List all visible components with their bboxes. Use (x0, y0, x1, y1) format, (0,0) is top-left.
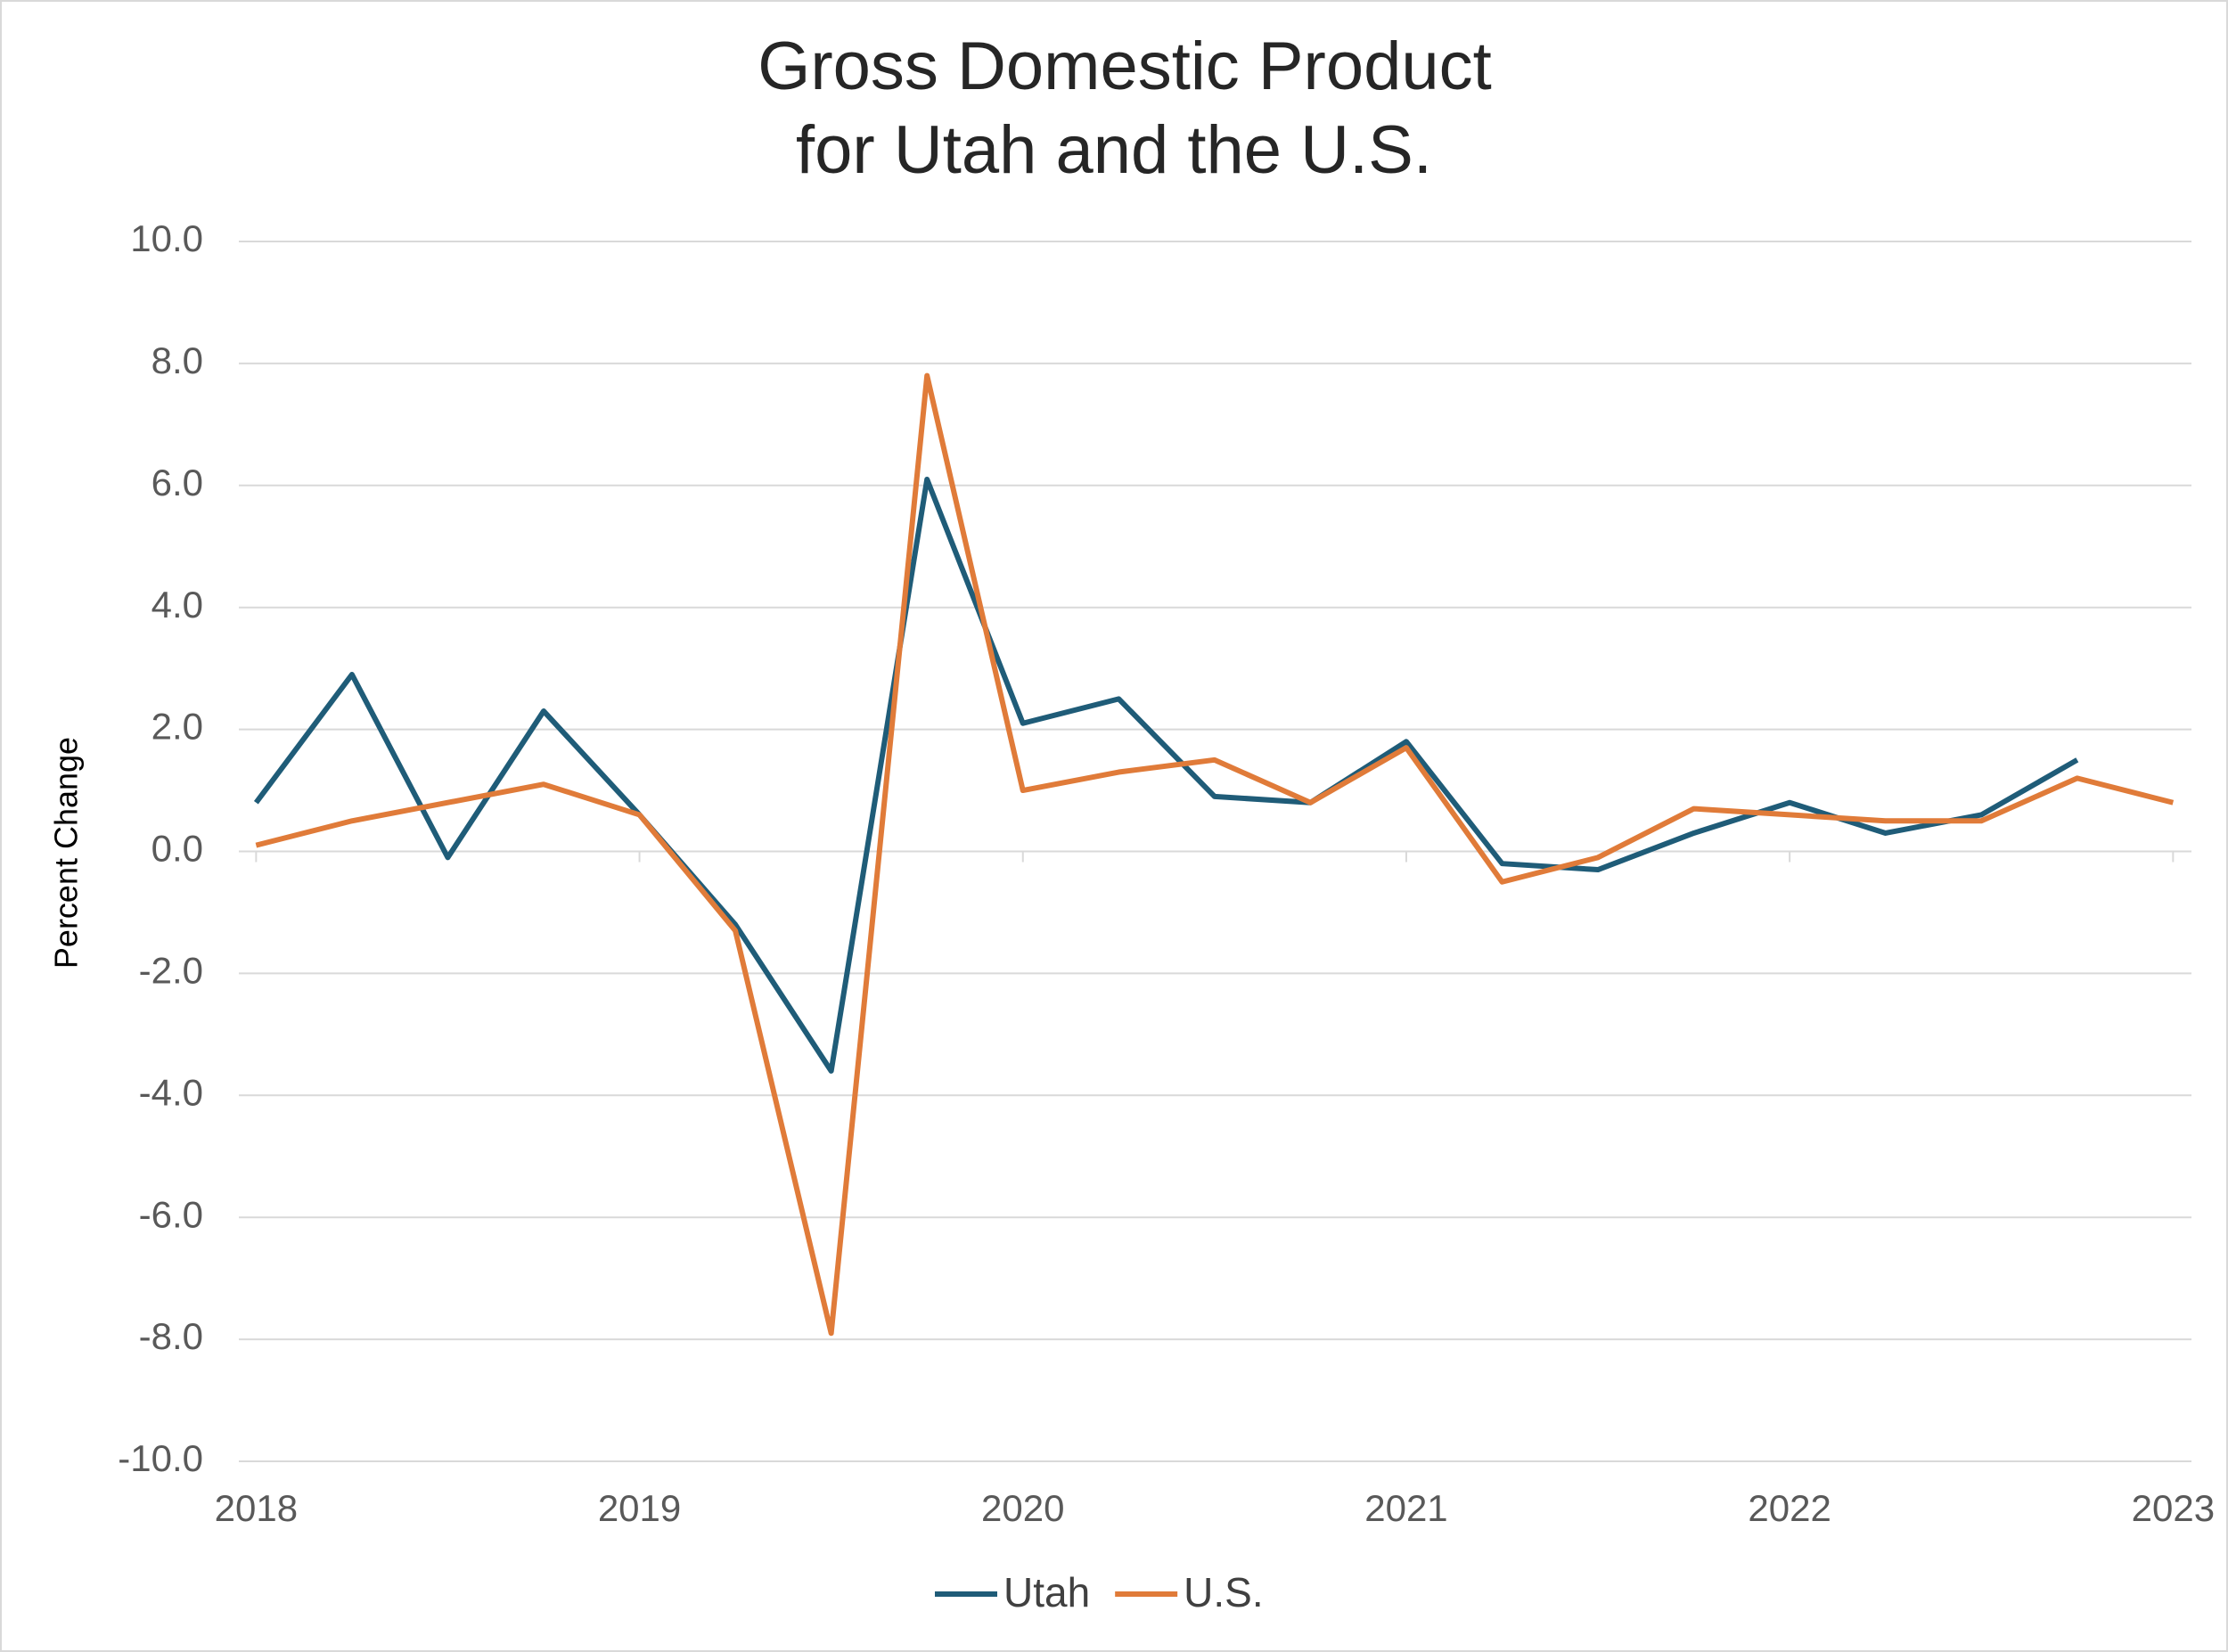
x-tick-label: 2022 (1748, 1487, 1831, 1529)
y-tick-label: 10.0 (130, 217, 203, 259)
series-line (253, 476, 2079, 1074)
y-tick-label: -2.0 (139, 949, 203, 991)
legend-label: U.S. (1184, 1569, 1263, 1615)
chart-title: for Utah and the U.S. (796, 112, 1432, 188)
y-tick-label: 8.0 (152, 339, 203, 381)
y-tick-label: -10.0 (118, 1437, 203, 1479)
x-tick-label: 2021 (1364, 1487, 1447, 1529)
y-axis-label: Percent Change (48, 737, 85, 969)
legend-label: Utah (1003, 1569, 1090, 1615)
y-tick-label: -4.0 (139, 1071, 203, 1113)
x-tick-label: 2020 (981, 1487, 1064, 1529)
y-tick-label: 6.0 (152, 462, 203, 503)
chart-title: Gross Domestic Product (758, 29, 1492, 104)
series-line (255, 372, 2175, 1337)
y-tick-label: 4.0 (152, 584, 203, 626)
x-tick-label: 2023 (2132, 1487, 2215, 1529)
x-tick-label: 2019 (598, 1487, 681, 1529)
y-tick-label: -6.0 (139, 1193, 203, 1235)
y-tick-label: 0.0 (152, 828, 203, 870)
y-tick-label: 2.0 (152, 706, 203, 748)
x-tick-label: 2018 (215, 1487, 298, 1529)
y-tick-label: -8.0 (139, 1315, 203, 1357)
